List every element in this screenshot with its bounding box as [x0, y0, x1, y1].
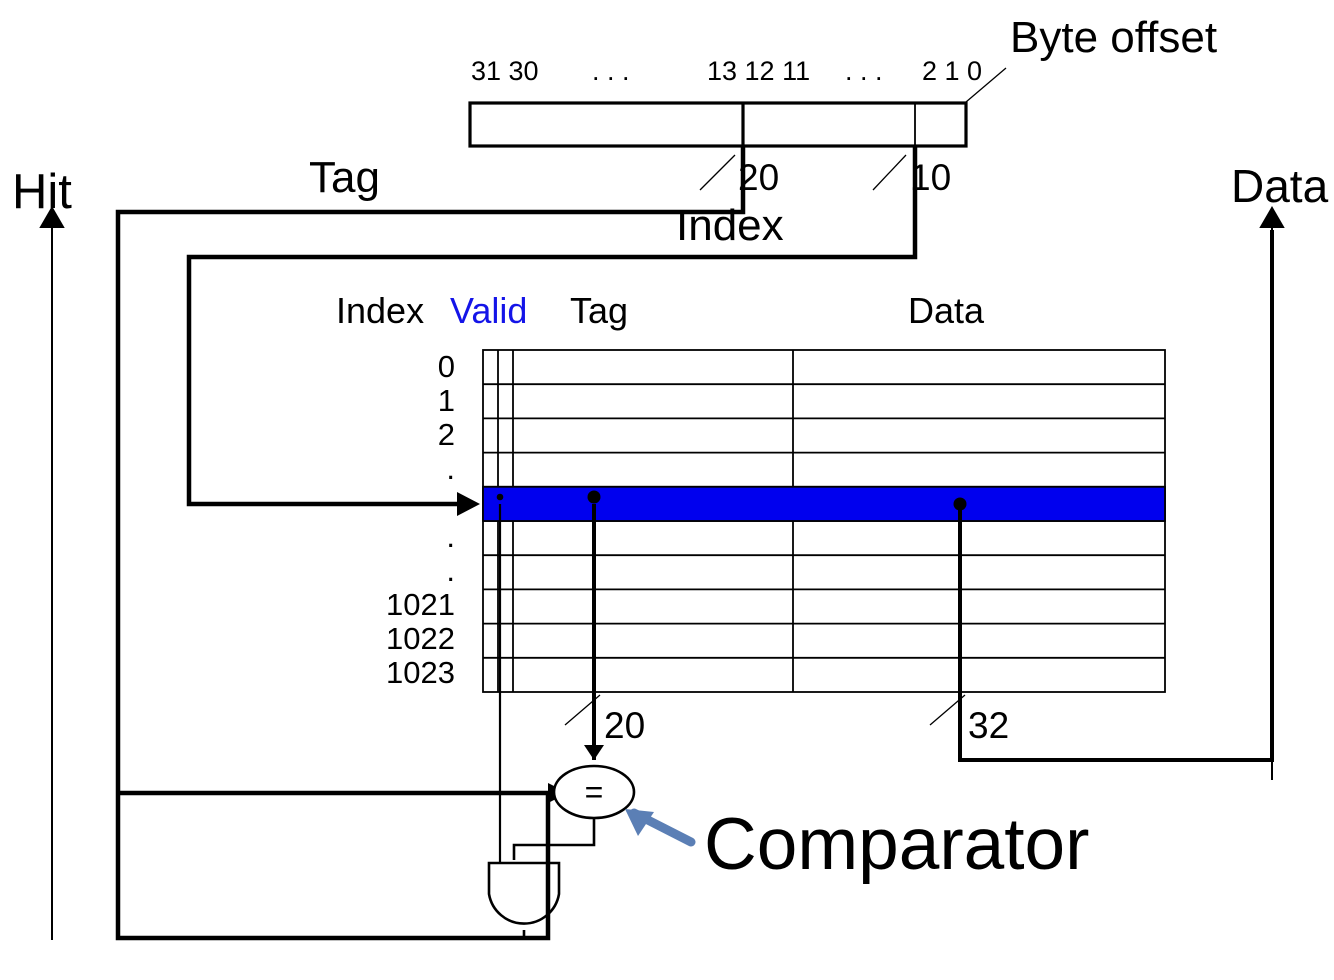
svg-text:0: 0	[438, 349, 455, 384]
svg-text:=: =	[585, 774, 604, 810]
svg-text:13 12 11: 13 12 11	[707, 56, 810, 86]
svg-text:Tag: Tag	[309, 153, 380, 202]
svg-text:1: 1	[438, 383, 455, 418]
svg-text:.: .	[446, 553, 455, 588]
svg-text:32: 32	[968, 705, 1009, 746]
svg-text:.: .	[446, 519, 455, 554]
svg-text:Byte offset: Byte offset	[1010, 13, 1217, 62]
svg-text:2 1 0: 2 1 0	[922, 56, 982, 86]
svg-text:.: .	[446, 451, 455, 486]
svg-text:1023: 1023	[386, 655, 455, 690]
svg-text:Data: Data	[1231, 160, 1329, 212]
svg-text:Valid: Valid	[450, 290, 527, 331]
svg-text:Hit: Hit	[12, 165, 72, 219]
svg-text:1021: 1021	[386, 587, 455, 622]
svg-text:Tag: Tag	[570, 290, 628, 331]
svg-text:. . .: . . .	[845, 56, 883, 86]
svg-text:Index: Index	[336, 290, 424, 331]
svg-text:20: 20	[604, 705, 645, 746]
svg-text:Data: Data	[908, 290, 985, 331]
svg-text:2: 2	[438, 417, 455, 452]
svg-text:Index: Index	[676, 201, 784, 250]
svg-text:31 30: 31 30	[471, 56, 539, 86]
svg-text:Comparator: Comparator	[704, 804, 1089, 885]
svg-text:. . .: . . .	[592, 56, 630, 86]
svg-text:1022: 1022	[386, 621, 455, 656]
